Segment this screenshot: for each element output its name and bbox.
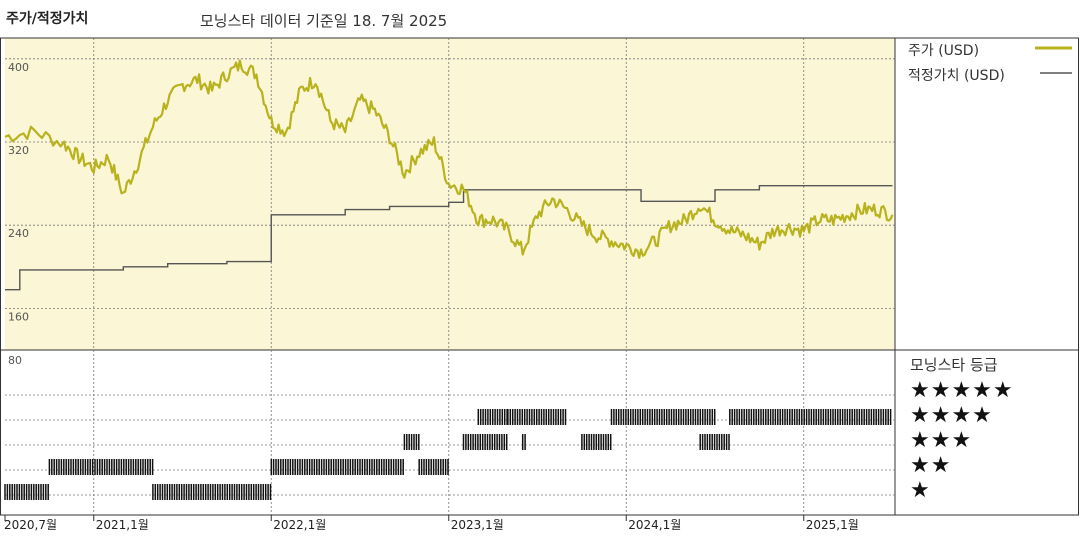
legend-fair-value-label: 적정가치 (USD) bbox=[908, 68, 1005, 84]
star-row-2: ★★ bbox=[910, 453, 952, 478]
price-y-tick-label: 160 bbox=[8, 310, 29, 323]
legend-price-label: 주가 (USD) bbox=[908, 43, 980, 59]
chart-section-title: 주가/적정가치 bbox=[6, 11, 89, 27]
star-row-4: ★★★★ bbox=[910, 403, 993, 428]
x-tick-label: 2024,1월 bbox=[628, 518, 681, 532]
price-panel-background bbox=[5, 38, 895, 350]
rating-bar bbox=[477, 409, 508, 425]
rating-bar bbox=[462, 434, 508, 450]
x-tick-label: 2022,1월 bbox=[273, 518, 326, 532]
star-row-5: ★★★★★ bbox=[910, 378, 1014, 403]
price-line bbox=[4, 59, 894, 259]
rating-bar bbox=[403, 434, 420, 450]
rating-y-tick-label: 80 bbox=[8, 354, 22, 367]
chart-frame bbox=[0, 37, 1079, 516]
x-tick-label: 2025,1월 bbox=[806, 518, 859, 532]
rating-bar bbox=[152, 484, 272, 500]
star-row-3: ★★★ bbox=[910, 428, 973, 453]
rating-bar bbox=[699, 434, 730, 450]
rating-bar bbox=[418, 459, 449, 475]
rating-bar bbox=[4, 484, 49, 500]
rating-bar bbox=[581, 434, 612, 450]
star-row-1: ★ bbox=[910, 478, 931, 503]
x-tick-label: 2020,7월 bbox=[4, 518, 57, 532]
rating-bar bbox=[610, 409, 716, 425]
fair-value-line bbox=[5, 184, 893, 291]
rating-bar bbox=[521, 434, 526, 450]
price-y-tick-label: 320 bbox=[8, 144, 29, 157]
rating-bar bbox=[507, 409, 567, 425]
rating-panel-background bbox=[5, 350, 895, 515]
price-y-tick-label: 240 bbox=[8, 227, 29, 240]
x-tick-label: 2023,1월 bbox=[451, 518, 504, 532]
data-date-caption: 모닝스타 데이터 기준일 18. 7월 2025 bbox=[200, 12, 448, 30]
price-y-tick-label: 400 bbox=[8, 61, 29, 74]
rating-title: 모닝스타 등급 bbox=[910, 356, 998, 374]
x-tick-label: 2021,1월 bbox=[96, 518, 149, 532]
rating-bar bbox=[48, 459, 154, 475]
rating-bar bbox=[729, 409, 892, 425]
rating-bar bbox=[270, 459, 404, 475]
